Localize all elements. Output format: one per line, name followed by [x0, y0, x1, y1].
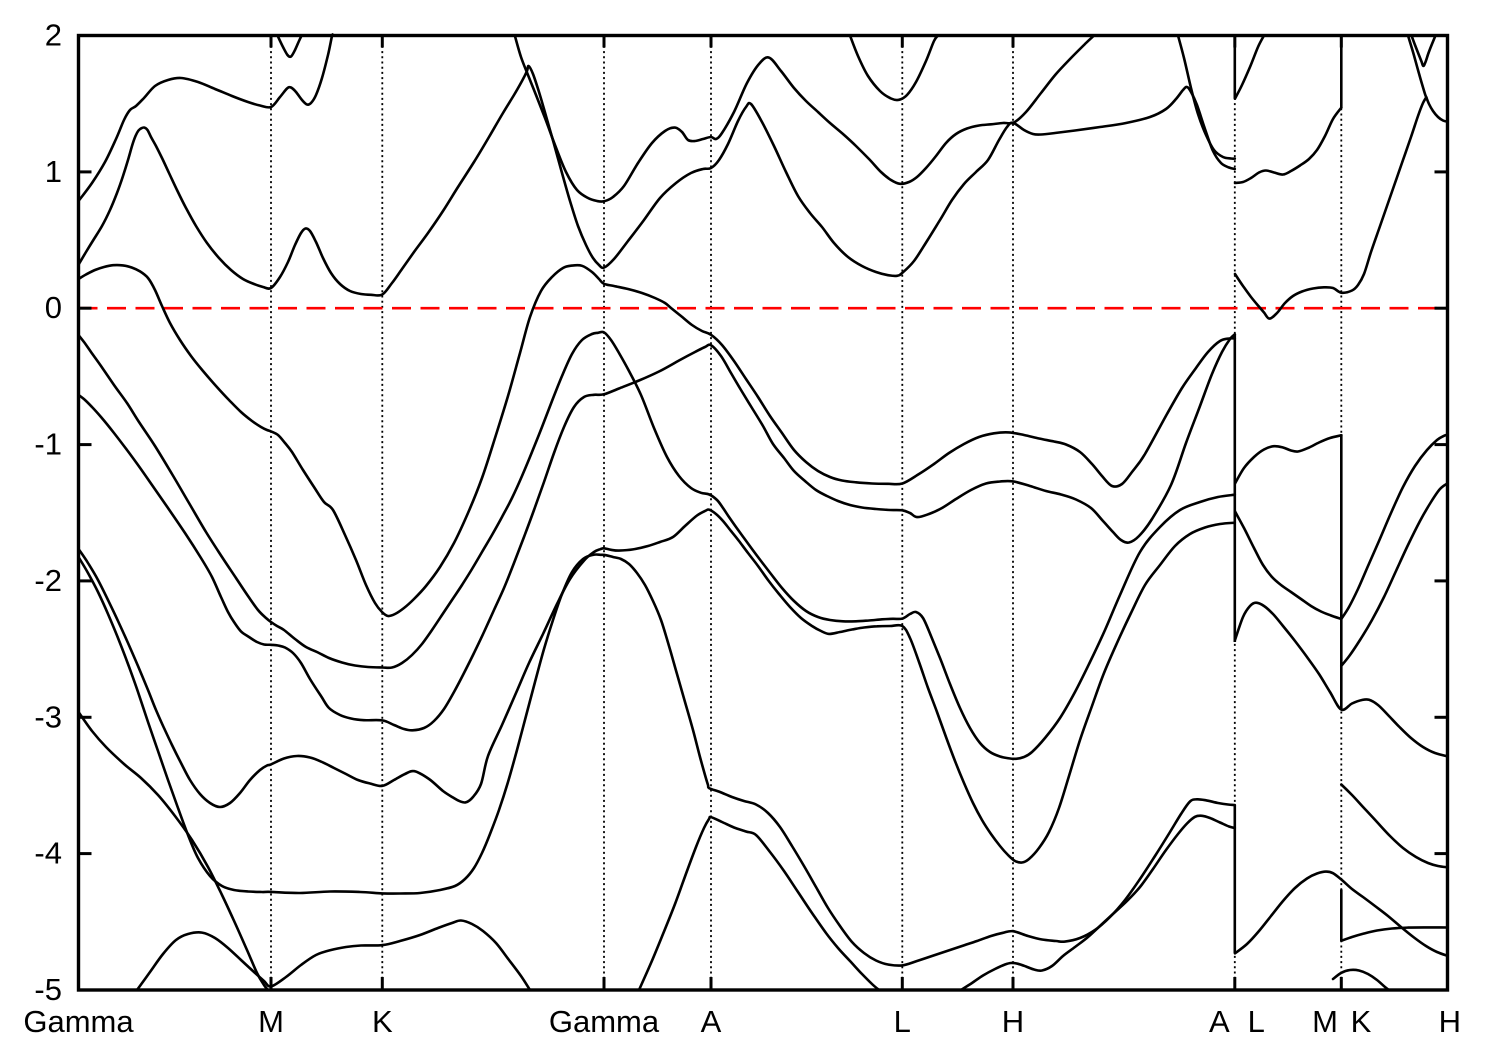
svg-text:A: A	[701, 1004, 722, 1039]
svg-text:H: H	[1439, 1004, 1461, 1039]
svg-text:L: L	[894, 1004, 911, 1039]
svg-text:1: 1	[45, 154, 62, 189]
svg-text:-3: -3	[34, 699, 62, 734]
svg-text:L: L	[1248, 1004, 1265, 1039]
svg-text:M: M	[1312, 1004, 1338, 1039]
svg-text:-5: -5	[34, 972, 62, 1007]
svg-text:Gamma: Gamma	[549, 1004, 660, 1039]
svg-text:H: H	[1002, 1004, 1024, 1039]
svg-text:K: K	[1351, 1004, 1372, 1039]
svg-text:Gamma: Gamma	[23, 1004, 134, 1039]
svg-text:K: K	[372, 1004, 393, 1039]
svg-text:-2: -2	[34, 563, 62, 598]
svg-text:-1: -1	[34, 427, 62, 462]
svg-text:-4: -4	[34, 836, 62, 871]
svg-text:M: M	[258, 1004, 284, 1039]
svg-text:A: A	[1209, 1004, 1230, 1039]
svg-text:2: 2	[45, 18, 62, 53]
svg-text:0: 0	[45, 290, 62, 325]
